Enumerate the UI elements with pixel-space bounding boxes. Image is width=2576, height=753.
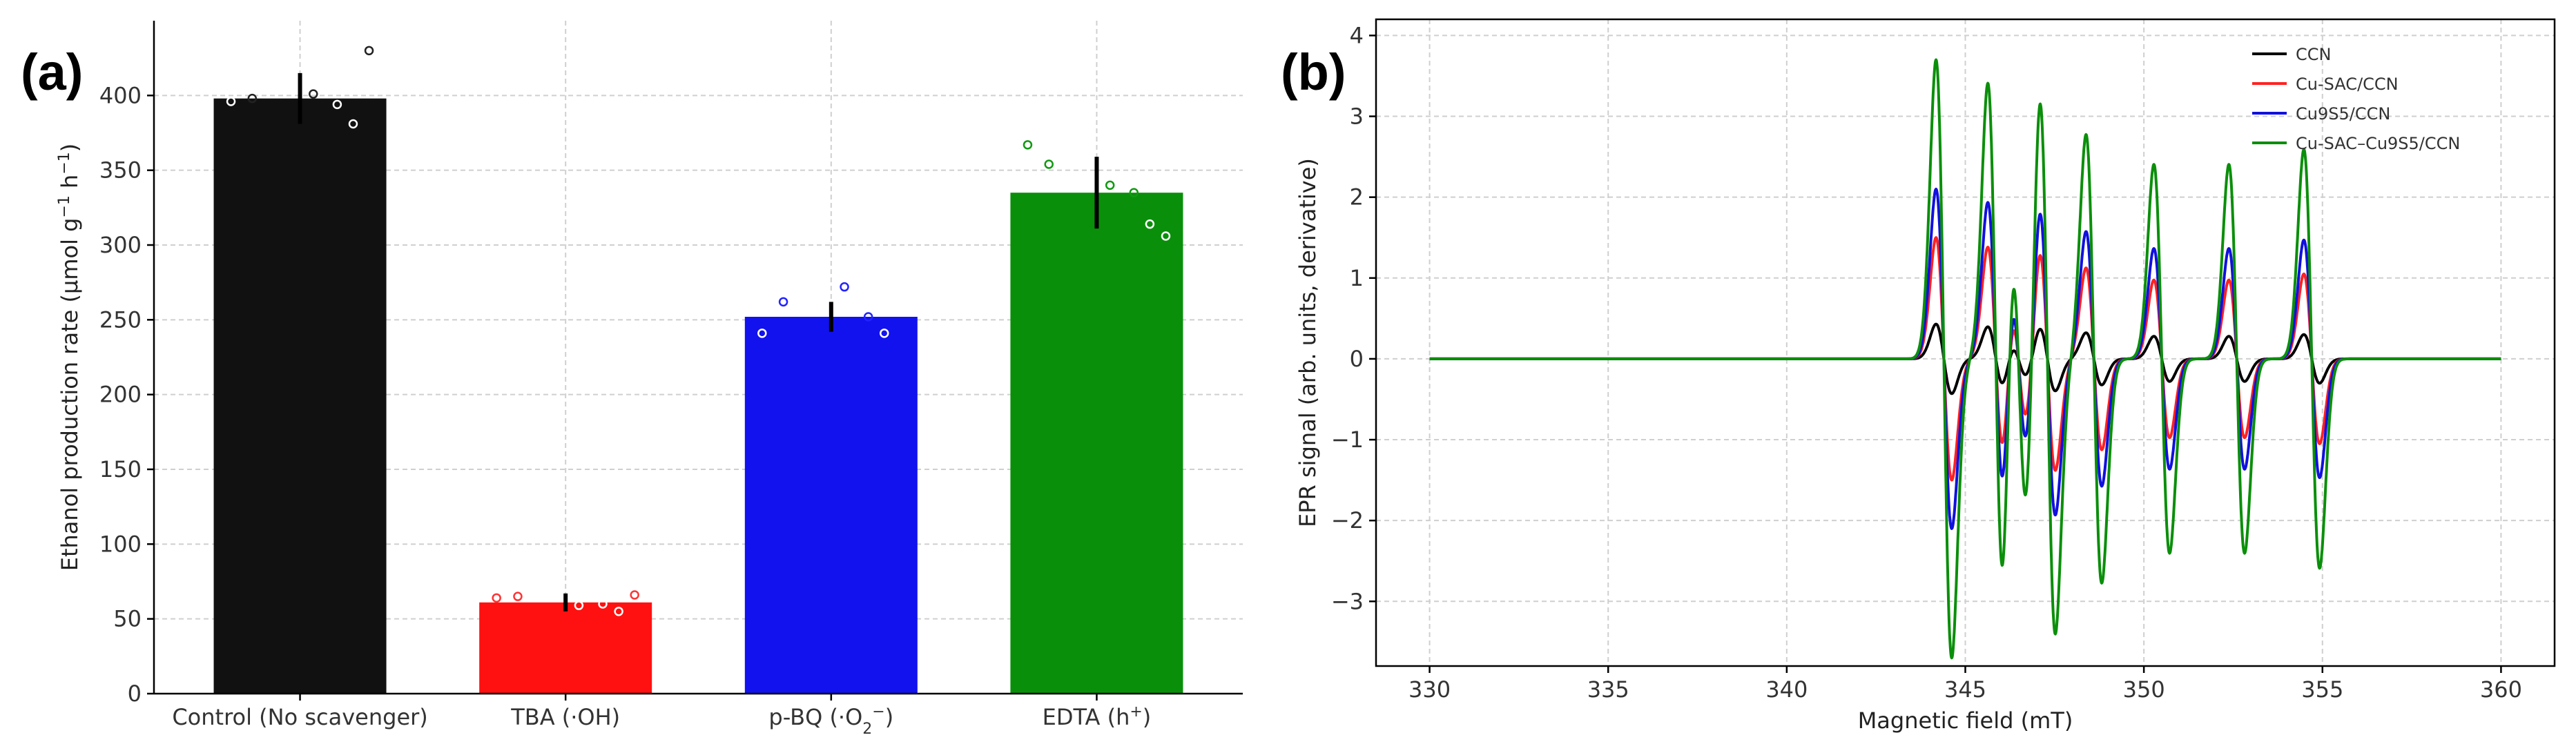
chart-a-data-point xyxy=(513,591,523,601)
chart-a-data-point xyxy=(1044,159,1054,169)
chart-a-bar xyxy=(1010,193,1183,694)
chart-b-x-tick-label: 345 xyxy=(1944,676,1986,703)
chart-a-y-tick-label: 200 xyxy=(99,382,142,408)
chart-b-x-tick-label: 335 xyxy=(1587,676,1629,703)
chart-a-data-point xyxy=(348,119,358,129)
chart-a-data-point xyxy=(614,607,623,616)
chart-a-data-point xyxy=(1161,231,1171,241)
chart-a-data-point xyxy=(492,593,501,603)
chart-b-x-tick-label: 355 xyxy=(2301,676,2343,703)
chart-b-series-line xyxy=(1429,58,2502,660)
chart-a-x-tick-label: p-BQ (·O2−) xyxy=(768,703,893,738)
chart-a-data-point xyxy=(757,329,767,338)
chart-b-y-tick-label: −1 xyxy=(1331,427,1364,453)
chart-a-y-axis-label: Ethanol production rate (μmol g−1 h−1) xyxy=(56,144,84,571)
chart-a-data-point xyxy=(574,600,584,610)
chart-a-bar xyxy=(479,602,652,694)
chart-a-data-point xyxy=(630,590,639,600)
chart-a-y-tick-label: 300 xyxy=(99,232,142,258)
chart-b-y-tick-label: 1 xyxy=(1350,265,1364,291)
chart-a-data-point xyxy=(1129,188,1139,197)
chart-a-data-point xyxy=(1023,140,1033,150)
chart-b-legend: CCN Cu-SAC/CCN Cu9S5/CCN Cu-SAC–Cu9S5/CCN xyxy=(2252,45,2460,153)
chart-a-data-point xyxy=(247,93,258,104)
chart-a-y-tick-label: 400 xyxy=(99,82,142,108)
chart-b-y-axis-label: EPR signal (arb. units, derivative) xyxy=(1295,158,1321,527)
chart-a-x-tick-label: TBA (·OH) xyxy=(510,704,620,730)
chart-b-legend-label: Cu-SAC/CCN xyxy=(2296,75,2399,94)
chart-a: 0 50 100 150 200 250 300 350 400 Control (No sca… xyxy=(56,21,1243,738)
chart-a-data-point xyxy=(598,599,608,609)
chart-a-data-point xyxy=(309,89,318,99)
chart-a-y-tick-label: 0 xyxy=(128,681,142,707)
chart-a-y-tick-label: 350 xyxy=(99,157,142,184)
chart-b-x-tick-label: 330 xyxy=(1408,676,1451,703)
chart-b-x-tick-label: 360 xyxy=(2480,676,2522,703)
chart-b-x-tick-label: 350 xyxy=(2123,676,2165,703)
chart-a-bar xyxy=(744,317,918,694)
chart-b-y-tick-label: −3 xyxy=(1331,588,1364,614)
chart-a-data-point xyxy=(332,99,342,110)
chart-a-data-point xyxy=(226,97,236,106)
chart-a-data-point xyxy=(840,282,849,292)
chart-b-y-tick-label: 4 xyxy=(1350,22,1364,48)
chart-b-y-tick-label: −2 xyxy=(1331,507,1364,534)
chart-b-legend-label: CCN xyxy=(2296,45,2331,64)
panel-b-label: (b) xyxy=(1281,43,1346,101)
chart-b-legend-label: Cu9S5/CCN xyxy=(2296,104,2390,124)
chart-a-y-tick-label: 100 xyxy=(99,531,142,557)
chart-a-x-tick-label: Control (No scavenger) xyxy=(172,704,427,730)
chart-b-x-axis-label: Magnetic field (mT) xyxy=(1858,707,2073,734)
chart-a-data-point xyxy=(1105,180,1115,190)
chart-a-x-tick-label: EDTA (h+) xyxy=(1043,703,1152,731)
chart-a-data-point xyxy=(863,312,873,322)
chart-a-y-tick-label: 150 xyxy=(99,456,142,482)
chart-a-y-tick-label: 250 xyxy=(99,306,142,333)
chart-a-data-point xyxy=(1145,219,1155,229)
chart-a-bar xyxy=(213,98,387,694)
chart-b-x-tick-label: 340 xyxy=(1765,676,1808,703)
chart-a-data-point xyxy=(364,46,374,56)
chart-a-data-point xyxy=(778,297,788,307)
chart-a-y-tick-label: 50 xyxy=(113,606,142,632)
chart-a-data-point xyxy=(879,329,889,338)
chart-b-y-tick-label: 2 xyxy=(1350,184,1364,211)
panel-a-label: (a) xyxy=(21,43,83,101)
chart-b: −3 −2 −1 0 1 2 3 4 330 335 340 345 350 355 360 EPR si… xyxy=(1295,18,2556,734)
chart-b-legend-label: Cu-SAC–Cu9S5/CCN xyxy=(2296,134,2460,153)
chart-b-y-tick-label: 3 xyxy=(1350,104,1364,130)
chart-b-y-tick-label: 0 xyxy=(1350,346,1364,372)
